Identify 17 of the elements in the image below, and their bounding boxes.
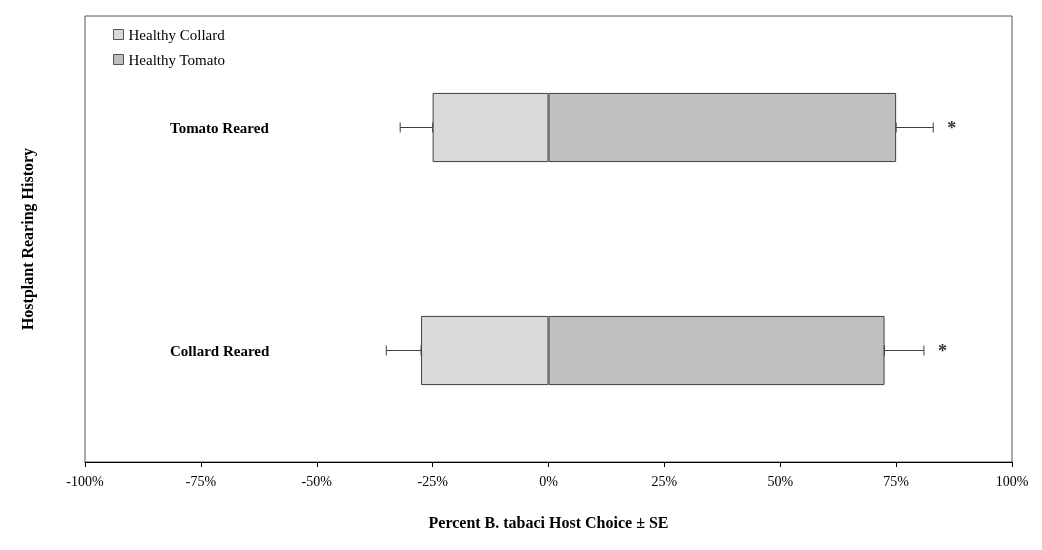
annotation: *: [947, 117, 957, 138]
x-tick-label: -25%: [417, 473, 449, 489]
legend-label: Healthy Collard: [128, 26, 226, 43]
y-tick-label: Collard Reared: [170, 342, 270, 359]
y-tick-label: Tomato Reared: [170, 119, 270, 136]
legend-label: Healthy Tomato: [128, 51, 226, 68]
x-tick-label: -75%: [185, 473, 217, 489]
x-tick-label: 50%: [767, 473, 794, 489]
x-tick-label: -100%: [66, 473, 104, 489]
x-tick-label: 25%: [651, 473, 678, 489]
x-axis-title: Percent B. tabaci Host Choice ± SE: [428, 513, 669, 531]
x-tick-label: 0%: [539, 473, 559, 489]
x-tick-label: 100%: [995, 473, 1029, 489]
annotation: *: [937, 340, 947, 361]
x-tick-label: 75%: [883, 473, 910, 489]
y-axis-title: Hostplant Rearing History: [18, 147, 37, 331]
x-tick-label: -50%: [301, 473, 333, 489]
